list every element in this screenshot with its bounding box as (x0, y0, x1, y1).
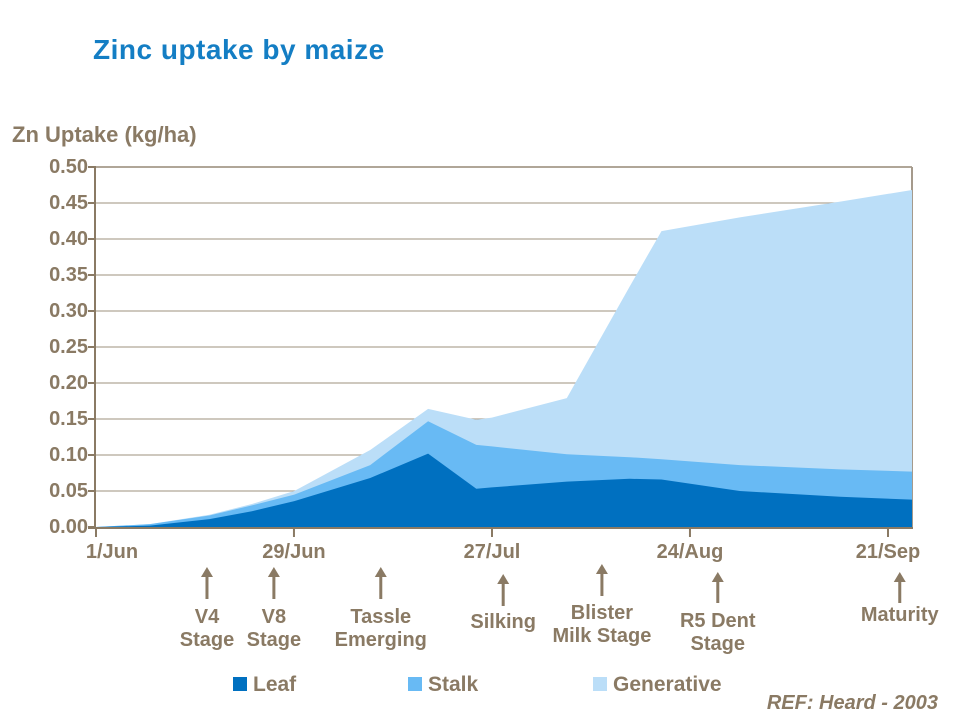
x-tick-label: 21/Sep (855, 541, 921, 563)
x-tick-label: 29/Jun (262, 541, 326, 563)
page-title: Zinc uptake by maize (93, 34, 385, 65)
stage-arrow-head (595, 564, 608, 574)
legend-swatch-stalk (408, 677, 422, 691)
stage-label: Tassle Emerging (334, 606, 427, 651)
y-axis-title: Zn Uptake (kg/ha) (12, 122, 197, 147)
legend-item: Leaf (233, 674, 296, 695)
y-tick-label: 0.45 (49, 192, 88, 214)
stage-arrow-head (711, 572, 724, 582)
y-tick-label: 0.20 (49, 372, 88, 394)
stage-arrow-head (200, 567, 213, 577)
stage-label: Maturity (860, 604, 939, 626)
legend-label: Stalk (428, 673, 479, 696)
stage-label: V4 Stage (179, 606, 235, 651)
x-tick-label: 1/Jun (85, 541, 139, 563)
y-tick-label: 0.30 (49, 300, 88, 322)
legend-swatch-generative (593, 677, 607, 691)
stage-label: V8 Stage (246, 606, 302, 651)
y-tick-label: 0.05 (49, 480, 88, 502)
stage-label: Blister Milk Stage (552, 602, 652, 647)
legend-item: Stalk (408, 674, 478, 695)
area-leaf (96, 453, 912, 527)
stage-label: Silking (470, 611, 536, 633)
stage-arrow-head (893, 572, 906, 582)
stage-arrow-head (374, 567, 387, 577)
x-tick-label: 24/Aug (656, 541, 724, 563)
legend-swatch-leaf (233, 677, 247, 691)
stage-arrow-head (267, 567, 280, 577)
stage-arrow-head (497, 574, 510, 584)
legend-label: Leaf (253, 673, 297, 696)
legend-item: Generative (593, 674, 722, 695)
reference-citation: REF: Heard - 2003 (766, 692, 938, 714)
area-generative (96, 190, 912, 527)
y-tick-label: 0.10 (49, 444, 88, 466)
y-tick-label: 0.25 (49, 336, 88, 358)
x-tick-label: 27/Jul (463, 541, 521, 563)
y-tick-label: 0.15 (49, 408, 88, 430)
y-tick-label: 0.00 (49, 516, 88, 538)
y-tick-label: 0.50 (49, 156, 88, 178)
legend-label: Generative (613, 673, 722, 696)
y-tick-label: 0.40 (49, 228, 88, 250)
stage-label: R5 Dent Stage (679, 610, 756, 655)
y-tick-label: 0.35 (49, 264, 88, 286)
